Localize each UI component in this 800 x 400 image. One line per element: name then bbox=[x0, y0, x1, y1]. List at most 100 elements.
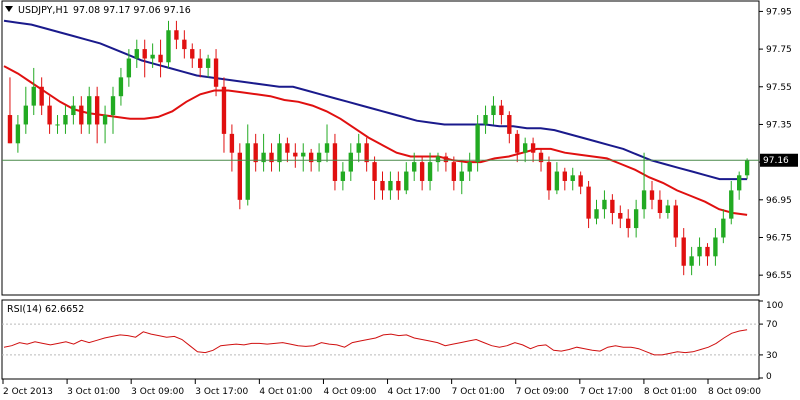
candle-body bbox=[507, 115, 512, 134]
candle bbox=[261, 133, 266, 172]
candle-body bbox=[459, 171, 464, 181]
candle-body bbox=[190, 49, 195, 59]
candle-body bbox=[594, 209, 599, 219]
candle bbox=[618, 205, 623, 229]
candle bbox=[237, 143, 243, 210]
candle-body bbox=[633, 209, 639, 229]
candle-body bbox=[396, 180, 401, 191]
candle-body bbox=[705, 246, 710, 257]
candle-body bbox=[641, 190, 647, 210]
rsi-tick-label: 30 bbox=[766, 351, 778, 361]
candle bbox=[190, 43, 195, 68]
candle bbox=[324, 124, 330, 163]
price-tick-label: 97.95 bbox=[766, 7, 792, 17]
candle bbox=[110, 86, 116, 134]
candle bbox=[697, 237, 702, 266]
triangle-down-icon[interactable] bbox=[5, 6, 13, 12]
candle-body bbox=[174, 30, 179, 40]
candles bbox=[7, 20, 750, 276]
price-tick-label: 97.75 bbox=[766, 45, 792, 55]
candle bbox=[277, 133, 282, 172]
candle-body bbox=[372, 162, 377, 181]
price-tick-label: 96.95 bbox=[766, 196, 792, 206]
chart-header[interactable]: USDJPY,H1 97.08 97.17 97.06 97.16 bbox=[5, 5, 191, 16]
rsi-line bbox=[3, 329, 748, 356]
rsi-tick-label: 100 bbox=[766, 301, 783, 311]
candle bbox=[285, 137, 290, 163]
candle-body bbox=[47, 105, 52, 125]
candle-body bbox=[134, 49, 139, 59]
candle-body bbox=[697, 246, 702, 257]
candle bbox=[293, 143, 298, 168]
candle-body bbox=[348, 152, 353, 172]
time-tick-label: 8 Oct 01:00 bbox=[644, 387, 697, 397]
candle-body bbox=[483, 115, 488, 125]
candle-body bbox=[110, 96, 116, 116]
candle bbox=[340, 162, 346, 191]
candle-body bbox=[253, 143, 258, 163]
candle-body bbox=[7, 115, 13, 144]
candle-body bbox=[87, 96, 92, 125]
candle bbox=[150, 43, 155, 68]
candle-body bbox=[182, 39, 187, 50]
candle bbox=[483, 105, 488, 134]
candle bbox=[570, 167, 575, 191]
candle bbox=[467, 152, 472, 181]
candle-body bbox=[142, 49, 147, 59]
time-tick-label: 3 Oct 17:00 bbox=[195, 387, 248, 397]
candle bbox=[134, 39, 139, 68]
candle bbox=[198, 49, 203, 78]
candle bbox=[705, 243, 710, 266]
candle bbox=[657, 190, 663, 219]
candle bbox=[229, 124, 235, 172]
candle bbox=[118, 67, 124, 106]
price-tick-label: 97.35 bbox=[766, 120, 792, 130]
current-price-label: 97.16 bbox=[763, 156, 789, 166]
candle bbox=[23, 86, 28, 134]
candle bbox=[554, 162, 560, 195]
candle bbox=[7, 77, 13, 144]
candle-body bbox=[721, 218, 726, 238]
candle bbox=[578, 171, 583, 195]
candle-body bbox=[55, 124, 60, 126]
candle-body bbox=[213, 58, 219, 87]
rsi-tick-label: 70 bbox=[766, 320, 778, 330]
candle bbox=[737, 171, 742, 200]
candle bbox=[47, 96, 52, 134]
time-tick-label: 3 Oct 01:00 bbox=[67, 387, 120, 397]
candle bbox=[744, 158, 750, 180]
candle-body bbox=[451, 162, 457, 181]
candle bbox=[530, 137, 536, 163]
candle bbox=[626, 209, 631, 238]
candle-body bbox=[277, 143, 282, 163]
candle-body bbox=[570, 175, 575, 181]
candle-body bbox=[79, 105, 84, 125]
rsi-axis: 100 70 30 0 bbox=[759, 300, 783, 382]
candle bbox=[87, 86, 92, 134]
candle-body bbox=[293, 152, 298, 157]
candle-body bbox=[229, 133, 235, 153]
candle bbox=[633, 199, 639, 238]
candle bbox=[562, 167, 567, 191]
time-axis: 2 Oct 2013 3 Oct 01:00 3 Oct 09:00 3 Oct 17… bbox=[2, 379, 761, 397]
candle-body bbox=[435, 156, 441, 163]
candle-body bbox=[285, 143, 290, 153]
candle bbox=[269, 143, 274, 172]
candle-body bbox=[380, 180, 385, 191]
candle-body bbox=[404, 171, 409, 191]
candle bbox=[348, 143, 353, 181]
candle bbox=[594, 199, 599, 225]
candle-body bbox=[427, 162, 433, 181]
candle bbox=[94, 86, 100, 144]
candle bbox=[396, 171, 401, 200]
candle-body bbox=[166, 30, 171, 63]
candle bbox=[459, 162, 464, 195]
time-tick-label: 2 Oct 2013 bbox=[3, 387, 53, 397]
rsi-tick-label: 0 bbox=[766, 372, 772, 382]
candle bbox=[174, 20, 179, 50]
candle bbox=[253, 133, 258, 172]
candle bbox=[205, 54, 211, 78]
candle-body bbox=[126, 58, 132, 78]
candle-body bbox=[158, 54, 163, 63]
rsi-panel-frame bbox=[1, 299, 760, 380]
